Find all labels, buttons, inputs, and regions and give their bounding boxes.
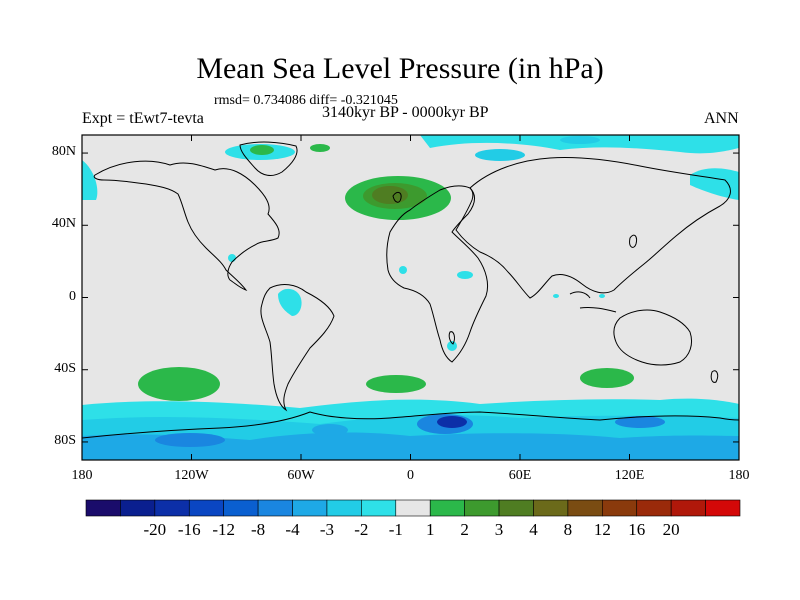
- colorbar-label: -2: [354, 520, 369, 539]
- colorbar-label: -1: [388, 520, 403, 539]
- colorbar-swatch: [602, 499, 638, 517]
- colorbar-label: 1: [425, 520, 435, 539]
- colorbar-swatch: [326, 499, 362, 517]
- antarctic-anomaly-3: [82, 432, 739, 460]
- antarctic-low-core: [437, 416, 467, 428]
- tropical-atlantic-low: [228, 254, 236, 262]
- x-axis-ticks: [81, 135, 740, 460]
- colorbar-label: -16: [177, 520, 201, 539]
- colorbar-swatch: [188, 499, 224, 517]
- coast-uk: [392, 191, 402, 203]
- antarctic-patch-1: [312, 424, 348, 436]
- x-tick-label: 180: [71, 468, 93, 483]
- antarctic-patch-2: [615, 416, 665, 428]
- coast-greenland: [239, 141, 298, 176]
- south-pacific-high: [138, 367, 220, 401]
- x-tick-label: 60W: [287, 468, 315, 483]
- x-tick-label: 60E: [508, 468, 532, 483]
- colorbar-swatch: [670, 499, 706, 517]
- colorbar-label: 4: [529, 520, 538, 539]
- colorbar-label: -3: [319, 520, 335, 539]
- coast-indonesia: [569, 291, 617, 313]
- season-label: ANN: [704, 110, 739, 127]
- coast-madagascar: [448, 331, 455, 345]
- colorbar-swatch: [533, 499, 569, 517]
- coast-asia: [455, 156, 731, 299]
- se-asia-low: [553, 294, 559, 298]
- colorbar-swatch: [361, 499, 397, 517]
- colorbar: [85, 499, 741, 517]
- colorbar-swatch: [636, 499, 672, 517]
- y-tick-label: 40S: [54, 360, 76, 376]
- y-tick-label: 80S: [54, 432, 76, 448]
- coast-nz: [710, 370, 719, 383]
- antarctic-patch-3: [155, 433, 225, 447]
- colorbar-label: 20: [662, 520, 680, 539]
- colorbar-swatch: [223, 499, 259, 517]
- chart-title: Mean Sea Level Pressure (in hPa): [196, 52, 604, 85]
- colorbar-label: 8: [563, 520, 573, 539]
- stats-line: rmsd= 0.734086 diff= -0.321045: [214, 93, 398, 108]
- north-atlantic-high-core: [372, 186, 408, 204]
- x-tick-label: 0: [407, 468, 414, 483]
- x-tick-label: 120E: [614, 468, 645, 483]
- indian-ocean-high: [580, 368, 634, 388]
- colorbar-swatch: [257, 499, 293, 517]
- colorbar-swatch: [120, 499, 156, 517]
- colorbar-label: 12: [593, 520, 611, 539]
- colorbar-swatch: [429, 499, 465, 517]
- arctic-patch-green: [250, 145, 274, 155]
- period-label: 3140kyr BP - 0000kyr BP: [322, 104, 489, 121]
- experiment-label: Expt = tEwt7-tevta: [82, 110, 204, 127]
- amazon-low: [278, 288, 302, 316]
- arctic-patch-cyan2: [475, 149, 525, 161]
- y-tick-label: 40N: [51, 216, 76, 232]
- x-tick-label: 180: [728, 468, 750, 483]
- coast-north-america: [93, 160, 280, 291]
- coastlines: [82, 141, 739, 439]
- west-pacific-low: [599, 294, 605, 298]
- coast-europe-africa: [386, 185, 489, 363]
- africa-low-2: [399, 266, 407, 274]
- colorbar-label: -8: [251, 520, 266, 539]
- x-tick-label: 120W: [174, 468, 209, 483]
- y-tick-label: 0: [69, 288, 76, 304]
- colorbar-swatch: [705, 499, 741, 517]
- colorbar-label: 3: [494, 520, 504, 539]
- arctic-anomaly-east: [420, 135, 739, 154]
- colorbar-label: -12: [212, 520, 235, 539]
- colorbar-swatch: [292, 499, 328, 517]
- coast-south-america: [260, 284, 335, 412]
- y-tick-label: 80N: [51, 144, 76, 160]
- africa-low-1: [457, 271, 473, 279]
- colorbar-swatch: [498, 499, 534, 517]
- coast-japan: [629, 234, 637, 248]
- colorbar-label: -20: [143, 520, 167, 539]
- arctic-anomaly-west: [82, 160, 98, 200]
- colorbar-swatch: [395, 499, 431, 517]
- arctic-patch-small: [310, 144, 330, 152]
- coast-australia: [613, 309, 693, 366]
- colorbar-label: -4: [285, 520, 300, 539]
- south-atlantic-high: [366, 375, 426, 393]
- coast-antarctica: [82, 411, 739, 439]
- madagascar-low: [447, 341, 457, 351]
- colorbar-label: 2: [460, 520, 469, 539]
- colorbar-label: 16: [628, 520, 646, 539]
- colorbar-swatch: [154, 499, 190, 517]
- colorbar-swatch: [464, 499, 500, 517]
- colorbar-swatch: [567, 499, 603, 517]
- colorbar-swatch: [85, 499, 121, 517]
- y-axis-ticks: [82, 152, 739, 443]
- arctic-patch-cyan3: [560, 136, 600, 144]
